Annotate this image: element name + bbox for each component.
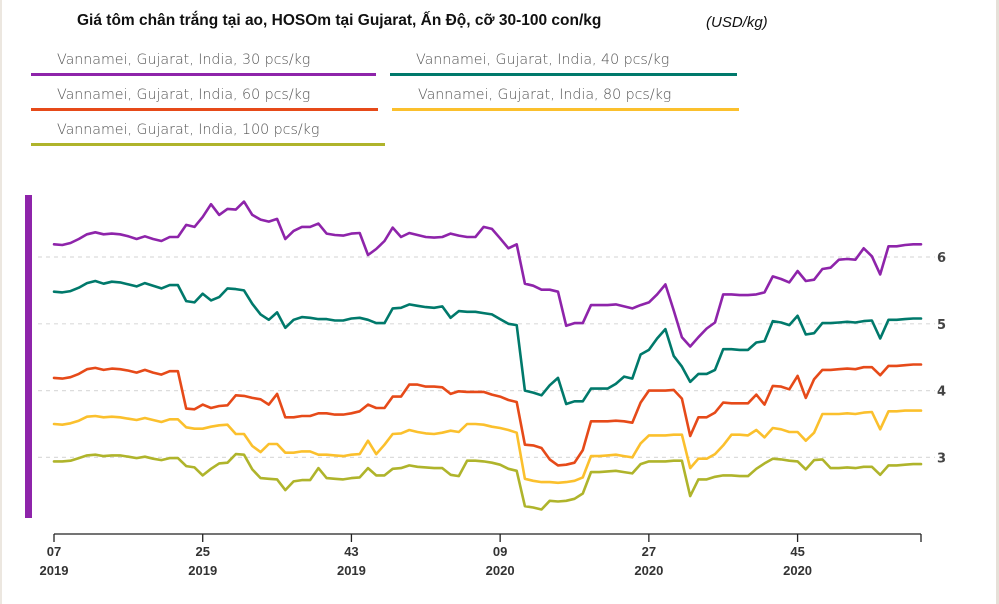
chart-unit-label: (USD/kg) xyxy=(706,14,768,31)
x-tick-label-week: 27 xyxy=(642,544,656,559)
right-frame-border xyxy=(996,0,999,604)
x-tick-label-week: 43 xyxy=(344,544,358,559)
series-line-3 xyxy=(52,363,923,467)
legend-swatch xyxy=(31,108,378,111)
x-tick-label-week: 45 xyxy=(790,544,804,559)
x-tick-label-year: 2019 xyxy=(40,563,69,578)
legend-label: Vannamei, Gujarat, India, 80 pcs/kg xyxy=(418,87,672,103)
legend-item[interactable]: Vannamei, Gujarat, India, 60 pcs/kg xyxy=(31,87,378,111)
series-line-4 xyxy=(52,409,923,485)
legend-item[interactable]: Vannamei, Gujarat, India, 80 pcs/kg xyxy=(392,87,739,111)
x-tick-label-year: 2019 xyxy=(188,563,217,578)
series-line-1 xyxy=(52,200,923,348)
legend-swatch xyxy=(390,73,737,76)
left-frame-border xyxy=(0,0,2,604)
x-tick-label-year: 2020 xyxy=(783,563,812,578)
x-tick-label-year: 2020 xyxy=(634,563,663,578)
x-tick-label-week: 07 xyxy=(47,544,61,559)
x-tick-label-year: 2019 xyxy=(337,563,366,578)
legend-label: Vannamei, Gujarat, India, 40 pcs/kg xyxy=(416,52,670,68)
chart-title: Giá tôm chân trắng tại ao, HOSOm tại Guj… xyxy=(77,12,602,29)
series-line-2 xyxy=(52,279,923,406)
y-axis-highlight-bar xyxy=(25,195,32,518)
legend-swatch xyxy=(31,143,385,146)
x-tick-label-week: 25 xyxy=(195,544,209,559)
y-tick-label: 5 xyxy=(937,318,946,333)
legend-item[interactable]: Vannamei, Gujarat, India, 100 pcs/kg xyxy=(31,122,385,146)
y-tick-label: 3 xyxy=(937,451,946,466)
series-line-5 xyxy=(52,452,923,511)
x-tick-label-week: 09 xyxy=(493,544,507,559)
x-tick-label-year: 2020 xyxy=(486,563,515,578)
legend-swatch xyxy=(392,108,739,111)
legend-label: Vannamei, Gujarat, India, 100 pcs/kg xyxy=(57,122,320,138)
legend-item[interactable]: Vannamei, Gujarat, India, 30 pcs/kg xyxy=(31,52,376,76)
legend-swatch xyxy=(31,73,376,76)
y-tick-label: 6 xyxy=(937,251,946,266)
y-tick-label: 4 xyxy=(937,385,946,400)
legend-item[interactable]: Vannamei, Gujarat, India, 40 pcs/kg xyxy=(390,52,737,76)
legend-label: Vannamei, Gujarat, India, 60 pcs/kg xyxy=(57,87,311,103)
legend-label: Vannamei, Gujarat, India, 30 pcs/kg xyxy=(57,52,311,68)
